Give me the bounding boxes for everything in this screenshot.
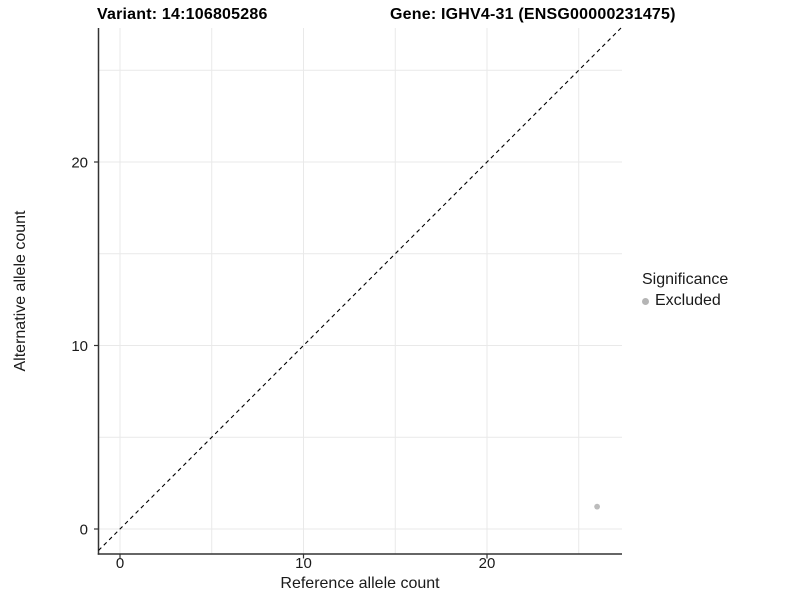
legend-key-dot-icon <box>642 297 649 305</box>
plot-title-gene: Gene: IGHV4-31 (ENSG00000231475) <box>390 6 676 23</box>
legend-title: Significance <box>642 271 729 288</box>
y-tick-label: 10 <box>71 338 88 355</box>
identity-line <box>98 27 622 551</box>
legend: Significance Excluded <box>642 271 728 310</box>
x-axis-title: Reference allele count <box>280 575 440 592</box>
x-tick-label: 0 <box>116 555 124 572</box>
x-tick-label: 20 <box>479 555 496 572</box>
y-tick-label: 20 <box>71 155 88 172</box>
legend-item-excluded: Excluded <box>642 292 728 310</box>
plot-title-variant: Variant: 14:106805286 <box>97 6 268 23</box>
x-tick-label: 10 <box>295 555 312 572</box>
legend-item-label: Excluded <box>655 292 721 309</box>
data-point <box>594 503 600 510</box>
y-tick-label: 0 <box>80 522 88 539</box>
